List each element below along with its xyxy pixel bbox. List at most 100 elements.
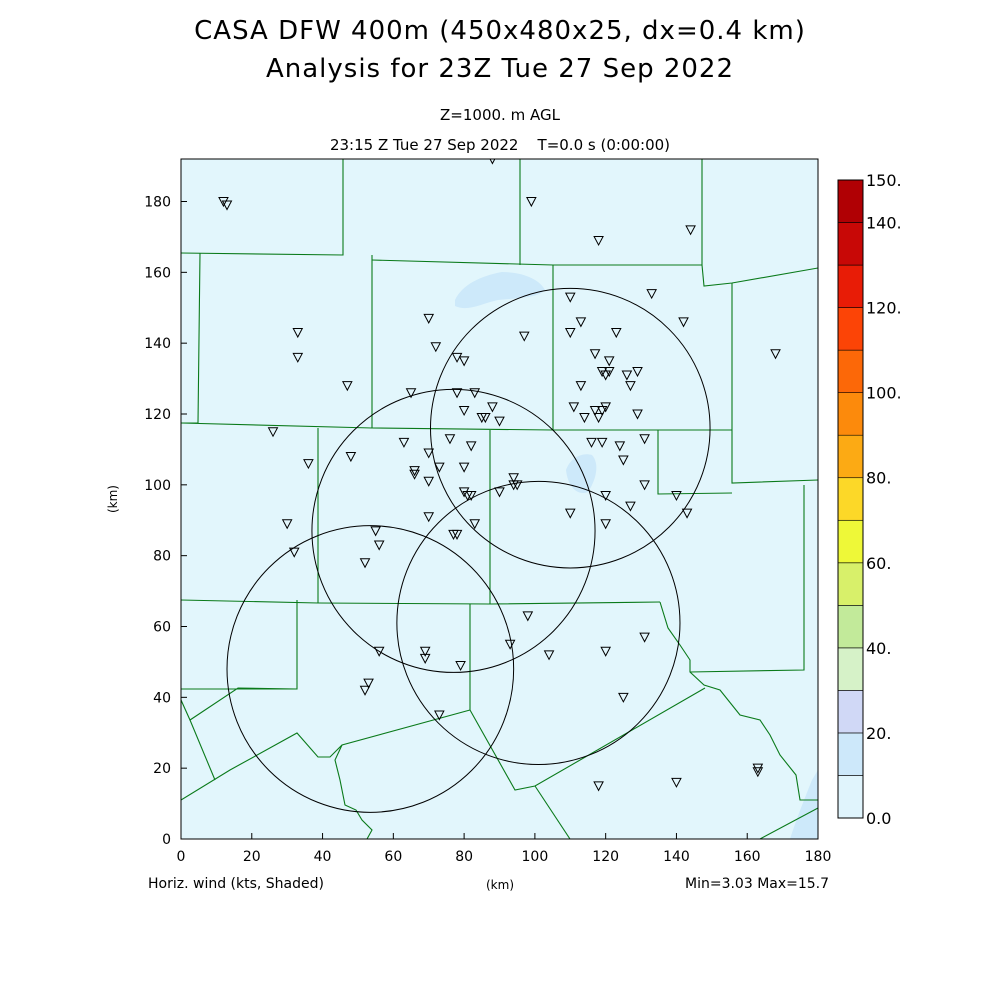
county-line (181, 687, 298, 721)
colorbar-bin (837, 605, 864, 649)
station-marker (603, 367, 615, 378)
radar-ring (396, 480, 681, 766)
colorbar-label: 120. (866, 299, 902, 318)
station-marker (685, 225, 696, 236)
wind-shade-east (566, 454, 597, 494)
station-marker (752, 763, 764, 774)
colorbar-bin (837, 519, 864, 564)
station-marker (600, 370, 611, 381)
station-marker (589, 349, 601, 360)
station-marker (752, 767, 764, 778)
station-marker (618, 455, 629, 466)
station-marker (409, 466, 420, 477)
station-marker (522, 611, 534, 622)
station-marker (423, 448, 435, 459)
y-tick-label: 60 (153, 620, 171, 636)
station-marker (504, 639, 516, 650)
station-marker (398, 437, 410, 448)
county-line (689, 485, 805, 673)
county-line (701, 264, 818, 287)
station-marker (639, 632, 650, 643)
station-marker (579, 413, 590, 424)
station-marker (405, 388, 417, 399)
station-marker (639, 480, 650, 491)
station-marker (458, 462, 470, 473)
station-marker (593, 235, 604, 247)
radar-ring (429, 287, 711, 569)
station-marker (508, 473, 519, 484)
station-marker (370, 526, 381, 537)
x-tick-label: 160 (734, 849, 761, 865)
station-marker (423, 476, 435, 487)
station-marker (625, 381, 636, 392)
county-line (659, 601, 818, 801)
x-tick-label: 20 (243, 849, 261, 865)
wind-shading (455, 272, 818, 839)
colorbar-label: 140. (866, 214, 902, 233)
station-marker (448, 529, 459, 540)
station-marker (596, 367, 608, 378)
colorbar-bin (837, 222, 864, 266)
wind-shade-north (455, 272, 545, 309)
station-marker (600, 519, 611, 530)
y-axis: 0 20 40 60 80 100 120 140 160 180 (144, 195, 187, 848)
station-marker (593, 413, 604, 424)
station-marker (614, 441, 626, 452)
station-marker (434, 462, 445, 473)
colorbar: 150. 140. 120. 100. 80. 60. 40. 20. 0.0 (837, 171, 902, 828)
x-tick-label: 120 (592, 849, 619, 865)
colorbar-label: 20. (866, 724, 891, 743)
time-label: 23:15 Z Tue 27 Sep 2022 T=0.0 s (0:00:00… (329, 136, 671, 154)
title-line-2: Analysis for 23Z Tue 27 Sep 2022 (265, 54, 735, 84)
station-marker (671, 777, 682, 788)
station-marker (476, 413, 488, 424)
station-marker (618, 692, 629, 703)
y-axis-label: (km) (106, 485, 120, 513)
county-line (759, 807, 818, 839)
station-marker (596, 405, 608, 417)
station-marker (419, 646, 431, 657)
x-tick-label: 60 (384, 849, 402, 865)
x-tick-label: 80 (455, 849, 473, 865)
station-marker (526, 197, 537, 208)
colorbar-label: 60. (866, 554, 891, 573)
colorbar-label: 40. (866, 639, 891, 658)
station-marker (770, 349, 781, 360)
station-marker (603, 356, 615, 367)
colorbar-bin (837, 434, 864, 479)
colorbar-bin (837, 775, 864, 819)
station-marker (494, 416, 505, 427)
station-marker (444, 434, 456, 445)
station-marker (646, 289, 658, 300)
x-axis-label: (km) (486, 878, 515, 892)
county-line (334, 744, 373, 839)
colorbar-label: 80. (866, 469, 891, 488)
y-tick-label: 140 (144, 336, 171, 352)
station-marker (564, 292, 576, 303)
county-line (181, 422, 732, 431)
county-line (469, 604, 706, 791)
colorbar-bin (837, 392, 864, 436)
station-marker (373, 540, 385, 551)
station-marker (575, 317, 587, 328)
radar-range-rings (226, 287, 711, 813)
colorbar-label: 0.0 (866, 809, 891, 828)
station-marker (359, 558, 371, 569)
station-marker (678, 317, 689, 328)
station-marker (267, 427, 279, 438)
station-marker (511, 480, 523, 491)
station-marker (564, 508, 576, 519)
station-marker (462, 490, 473, 502)
station-marker (586, 437, 597, 448)
station-marker (419, 653, 431, 664)
station-marker (292, 352, 304, 363)
county-line (657, 430, 733, 495)
y-tick-label: 160 (144, 265, 171, 281)
station-marker (487, 402, 498, 413)
radar-ring (311, 388, 596, 673)
station-marker (292, 328, 304, 339)
station-marker (589, 405, 601, 417)
colorbar-bin (837, 264, 864, 308)
station-marker (345, 452, 357, 463)
station-marker (639, 434, 650, 445)
